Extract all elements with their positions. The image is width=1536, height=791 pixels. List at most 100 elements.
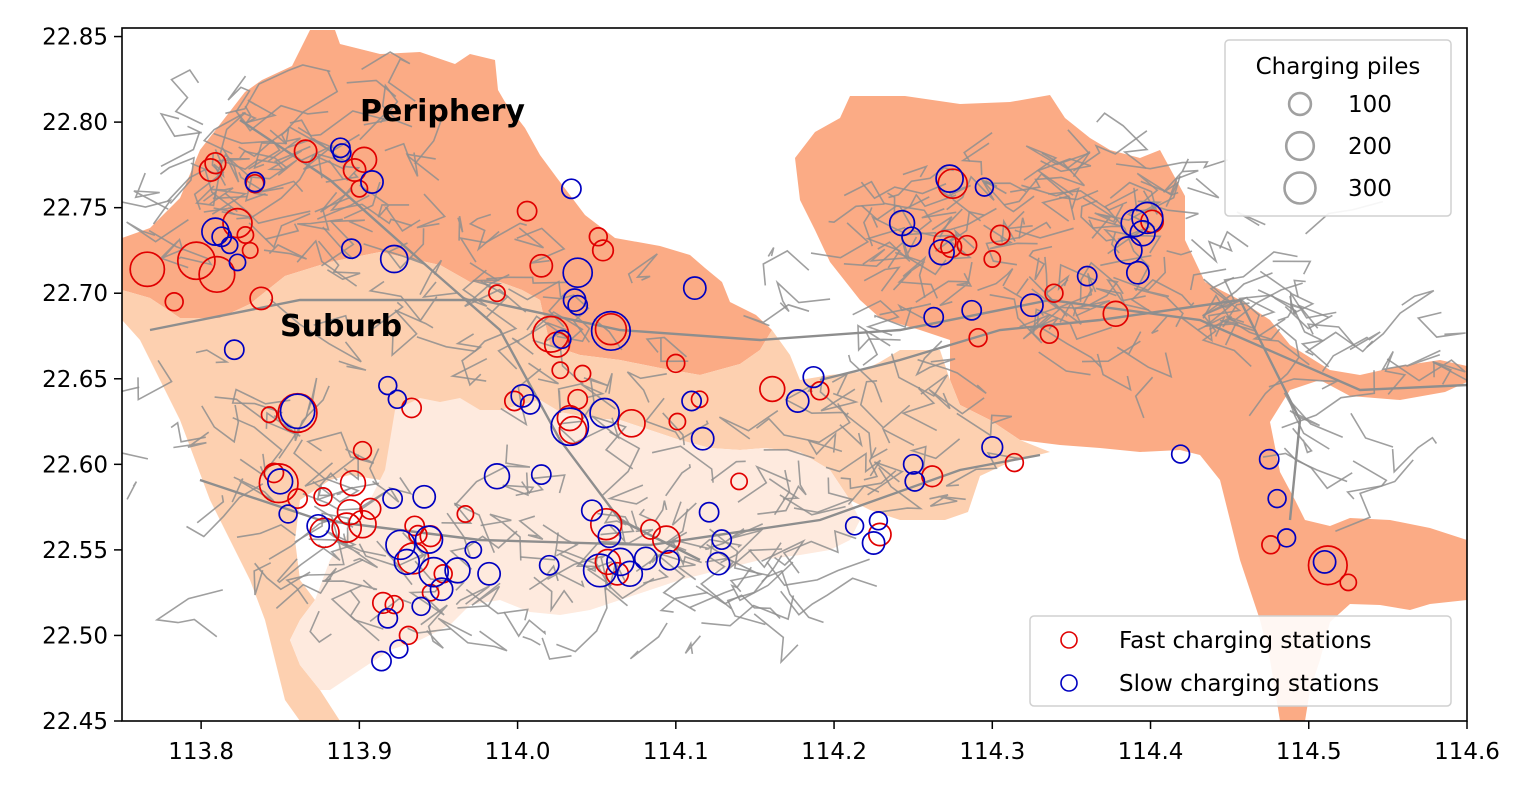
fast-charging-station	[594, 312, 628, 346]
road-segment	[170, 68, 204, 126]
highway	[819, 298, 1302, 521]
size-legend-title: Charging piles	[1256, 54, 1421, 80]
road-segment	[825, 452, 882, 477]
road-segment	[514, 227, 545, 249]
road-segment	[294, 512, 350, 543]
road-segment	[701, 595, 795, 627]
road-segment	[231, 476, 275, 503]
slow-charging-station	[1131, 201, 1164, 235]
road-segment	[304, 454, 360, 487]
road-segment	[333, 539, 379, 569]
x-tick-label: 114.4	[1118, 739, 1184, 765]
fast-charging-station	[810, 381, 830, 401]
road-segment	[1018, 221, 1052, 239]
road-segment	[556, 305, 591, 343]
road-segment	[469, 262, 509, 319]
road-segment	[296, 239, 358, 287]
y-tick-label: 22.45	[42, 709, 108, 735]
road-segment	[1252, 318, 1310, 366]
y-tick-label: 22.80	[42, 110, 108, 136]
road-segment	[635, 553, 697, 581]
road-segment	[863, 447, 879, 481]
slow-charging-station	[861, 531, 886, 555]
suburb-zone	[122, 252, 1050, 721]
slow-charging-station	[1019, 293, 1044, 318]
road-network	[122, 51, 1467, 665]
slow-charging-station	[1114, 236, 1143, 265]
fast-charging-station	[241, 241, 259, 259]
fast-charging-station	[456, 505, 475, 523]
size-legend-marker	[1284, 130, 1316, 162]
road-segment	[530, 311, 584, 350]
road-segment	[360, 477, 413, 509]
road-segment	[349, 589, 380, 642]
size-legend-box	[1224, 39, 1452, 217]
fast-charging-station	[348, 509, 377, 539]
road-segment	[1080, 200, 1116, 242]
road-segment	[461, 269, 488, 307]
road-segment	[1088, 216, 1124, 229]
road-segment	[486, 276, 569, 284]
slow-charging-station	[266, 468, 294, 495]
slow-charging-station	[923, 306, 945, 328]
road-segment	[960, 142, 990, 176]
road-segment	[1041, 195, 1076, 222]
slow-charging-station	[412, 484, 437, 509]
road-segment	[122, 452, 149, 460]
road-segment	[1010, 162, 1085, 193]
road-segment	[273, 385, 330, 442]
road-segment	[441, 502, 496, 554]
y-tick-label: 22.60	[42, 452, 108, 478]
fast-charging-station	[591, 239, 615, 262]
fast-charging-station	[503, 390, 525, 412]
slow-charging-station	[378, 375, 398, 396]
y-tick-label: 22.65	[42, 367, 108, 393]
road-segment	[901, 386, 938, 432]
road-segment	[232, 416, 283, 474]
road-segment	[1293, 279, 1306, 298]
road-segment	[645, 336, 688, 358]
road-segment	[265, 223, 300, 240]
road-segment	[793, 477, 855, 514]
road-segment	[528, 571, 585, 591]
road-segment	[591, 415, 634, 470]
road-segment	[700, 533, 732, 610]
slow-charging-station	[371, 650, 392, 672]
slow-charging-station	[802, 365, 825, 389]
road-segment	[502, 472, 535, 497]
road-segment	[297, 208, 343, 231]
size-legend-marker	[1283, 171, 1317, 205]
road-segment	[238, 171, 304, 193]
slow-charging-station	[706, 551, 731, 576]
road-segment	[368, 280, 438, 322]
slow-charging-station	[597, 524, 622, 549]
road-segment	[236, 523, 296, 538]
road-segment	[737, 465, 792, 503]
road-segment	[875, 467, 924, 514]
road-segment	[1115, 159, 1229, 170]
road-segment	[1391, 436, 1438, 474]
road-segment	[526, 315, 568, 339]
road-segment	[148, 229, 213, 266]
road-segment	[317, 240, 361, 281]
fast-charging-station	[668, 412, 687, 431]
x-tick-label: 114.6	[1434, 739, 1500, 765]
road-segment	[684, 635, 702, 655]
road-segment	[852, 299, 900, 336]
road-segment	[671, 531, 702, 567]
size-legend-marker	[1287, 91, 1313, 117]
road-segment	[1036, 158, 1092, 196]
road-segment	[196, 495, 225, 524]
road-segment	[1151, 315, 1168, 335]
road-segment	[446, 512, 471, 557]
road-segment	[1159, 206, 1199, 220]
road-segment	[773, 469, 791, 516]
road-segment	[881, 427, 915, 447]
road-segment	[660, 338, 689, 363]
road-segment	[414, 116, 444, 165]
road-segment	[299, 144, 344, 180]
road-segment	[743, 303, 810, 327]
fast-charging-station	[551, 361, 570, 380]
road-segment	[892, 270, 939, 299]
fast-charging-station	[350, 179, 369, 198]
